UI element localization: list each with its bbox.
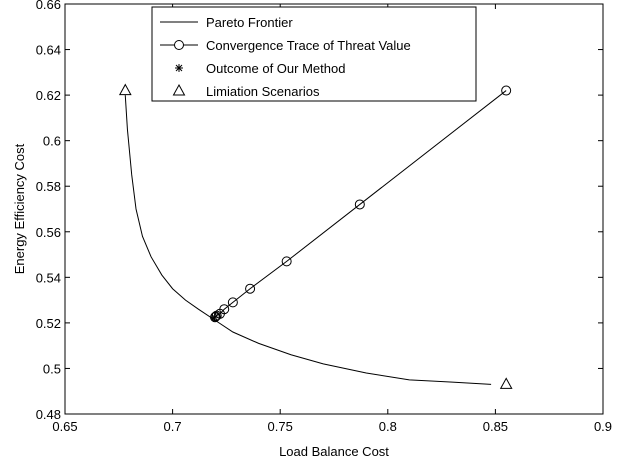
legend-swatch-circle	[174, 40, 184, 50]
legend-entry-limitation: Limiation Scenarios	[172, 83, 320, 99]
marker-layer	[118, 83, 513, 389]
x-tick-label: 0.7	[164, 419, 182, 434]
legend-box	[151, 6, 477, 102]
convergence-point	[211, 310, 222, 321]
y-tick-label: 0.52	[36, 316, 61, 331]
y-tick-label: 0.62	[36, 88, 61, 103]
legend-swatch-star	[175, 64, 183, 72]
y-tick-label: 0.6	[43, 134, 61, 149]
x-tick-label: 0.8	[379, 419, 397, 434]
legend-entry-convergence: Convergence Trace of Threat Value	[160, 38, 411, 53]
y-tick-label: 0.48	[36, 407, 61, 422]
legend: Pareto Frontier Convergence Trace of Thr…	[151, 6, 477, 102]
outcome-point	[210, 313, 219, 322]
convergence-point	[501, 85, 512, 96]
x-tick-label: 0.85	[483, 419, 508, 434]
legend-entry-pareto: Pareto Frontier	[160, 15, 293, 30]
y-tick-label: 0.64	[36, 43, 61, 58]
x-axis-label: Load Balance Cost	[279, 444, 389, 459]
y-tick-label: 0.54	[36, 270, 61, 285]
convergence-point	[281, 256, 292, 267]
convergence-point	[245, 283, 256, 294]
legend-label: Pareto Frontier	[206, 15, 293, 30]
convergence-point	[210, 311, 221, 322]
convergence-point	[354, 199, 365, 210]
x-tick-label: 0.65	[52, 419, 77, 434]
y-axis-label: Energy Efficiency Cost	[12, 143, 27, 274]
pareto-frontier-line	[124, 95, 492, 385]
legend-label: Outcome of Our Method	[206, 61, 345, 76]
ticks: 0.65 0.7 0.75 0.8 0.85 0.9 0.48 0.5 0.52 0.54 0.56…	[36, 0, 612, 434]
limitation-point	[118, 83, 132, 96]
y-tick-label: 0.56	[36, 225, 61, 240]
y-tick-label: 0.5	[43, 361, 61, 376]
x-tick-label: 0.9	[594, 419, 612, 434]
y-tick-label: 0.58	[36, 179, 61, 194]
convergence-point	[209, 312, 220, 323]
convergence-point	[227, 297, 238, 308]
x-tick-label: 0.75	[268, 419, 293, 434]
legend-entry-outcome: Outcome of Our Method	[175, 61, 345, 76]
y-tick-label: 0.66	[36, 0, 61, 12]
legend-label: Convergence Trace of Threat Value	[206, 38, 411, 53]
legend-swatch-triangle	[172, 83, 186, 96]
limitation-point	[499, 377, 513, 389]
legend-label: Limiation Scenarios	[206, 84, 320, 99]
